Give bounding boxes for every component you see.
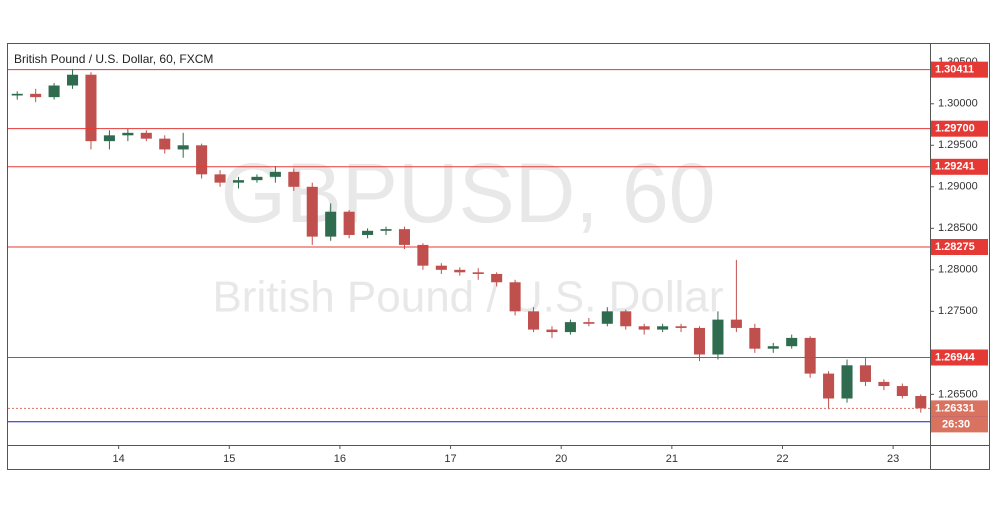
last-price-label: 1.26331 <box>935 402 975 414</box>
candle-body <box>878 381 890 387</box>
candle-body <box>343 211 355 235</box>
frame <box>7 43 990 470</box>
candle-body <box>269 171 281 177</box>
level-label: 1.29700 <box>935 123 975 135</box>
y-tick-label: 1.29000 <box>938 181 978 193</box>
x-tick-label: 16 <box>334 453 346 465</box>
level-label: 1.26944 <box>935 351 976 363</box>
level-label: 1.29241 <box>935 161 975 173</box>
candle-body <box>435 265 447 270</box>
candle-body <box>804 337 816 374</box>
candle-body <box>30 93 42 98</box>
candle-body <box>306 186 318 237</box>
y-tick-label: 1.29500 <box>938 139 978 151</box>
watermark-subtitle: British Pound / U.S. Dollar <box>212 273 723 322</box>
level-label: 1.30411 <box>935 64 974 76</box>
candle-body <box>122 132 134 136</box>
candle-body <box>214 174 226 183</box>
candle-body <box>896 386 908 397</box>
candle-body <box>232 180 245 183</box>
candle-body <box>454 269 466 273</box>
level-label: 1.28275 <box>935 241 975 253</box>
candle-body <box>767 346 779 349</box>
candle-body <box>528 311 540 330</box>
level-label-bg <box>931 120 988 137</box>
last-price-label-bg <box>931 400 988 417</box>
x-tick-label: 23 <box>887 453 899 465</box>
candle-body <box>48 85 60 98</box>
candle-body <box>749 327 761 349</box>
candle-body <box>472 272 484 274</box>
x-tick-label: 21 <box>666 453 678 465</box>
countdown-bg <box>931 416 988 433</box>
candle-body <box>251 176 263 181</box>
candle-body <box>417 244 429 266</box>
candle-body <box>362 230 374 235</box>
candle-body <box>325 211 337 237</box>
candle-body <box>380 229 392 231</box>
candle-body <box>638 326 650 330</box>
candle-body <box>103 135 115 142</box>
candle-body <box>398 229 410 245</box>
candle-body <box>712 319 724 355</box>
level-label-bg <box>931 61 988 78</box>
candle-body <box>841 365 853 399</box>
watermark-title: GBPUSD, 60 <box>221 146 716 240</box>
y-tick-label: 1.28500 <box>938 222 978 234</box>
level-label-bg <box>931 158 988 175</box>
x-tick-label: 22 <box>776 453 788 465</box>
candle-body <box>786 337 798 347</box>
x-tick-label: 15 <box>223 453 235 465</box>
y-tick-label: 1.30000 <box>938 98 978 110</box>
candle-body <box>177 145 189 150</box>
candle-body <box>823 373 835 399</box>
y-tick-label: 1.28000 <box>938 264 978 276</box>
candle-body <box>546 329 558 333</box>
candle-body <box>564 322 576 333</box>
candle-body <box>11 93 23 96</box>
candle-body <box>67 74 79 86</box>
candle-body <box>288 171 300 187</box>
candle-body <box>583 322 595 324</box>
candle-body <box>140 132 152 139</box>
candle-body <box>915 396 927 409</box>
x-tick-label: 17 <box>444 453 456 465</box>
x-tick-label: 14 <box>113 453 125 465</box>
candle-body <box>657 326 669 330</box>
candle-body <box>159 138 171 150</box>
candle-body <box>601 311 613 324</box>
candle-body <box>85 74 97 142</box>
x-tick-label: 20 <box>555 453 567 465</box>
candle-body <box>491 273 503 283</box>
chart-title: British Pound / U.S. Dollar, 60, FXCM <box>14 52 213 66</box>
title-bg <box>12 52 234 68</box>
candle-body <box>196 145 208 175</box>
candle-body <box>620 311 632 327</box>
y-tick-label: 1.27500 <box>938 305 978 317</box>
candle-body <box>693 327 706 355</box>
level-label-bg <box>931 349 988 366</box>
candle-body <box>675 326 687 328</box>
candle-body <box>730 319 742 328</box>
candle-body <box>859 365 871 382</box>
candle-body <box>509 282 521 312</box>
y-tick-label: 1.26500 <box>938 388 978 400</box>
level-label-bg <box>931 238 988 255</box>
countdown: 26:30 <box>942 418 970 430</box>
